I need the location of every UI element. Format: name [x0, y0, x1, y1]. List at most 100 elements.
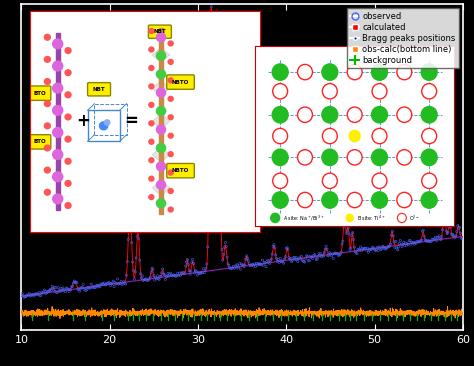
Point: [283, 245, 291, 251]
Point: [441, 222, 449, 228]
Point: [443, 230, 451, 236]
Point: [25, 292, 32, 298]
Point: [54, 289, 61, 295]
Point: [331, 250, 339, 256]
Point: [343, 231, 350, 236]
Point: [213, 174, 220, 180]
Point: [111, 279, 119, 285]
Point: [240, 264, 248, 270]
Point: [143, 277, 151, 283]
Point: [381, 246, 388, 251]
Point: [371, 247, 378, 253]
Point: [300, 258, 308, 264]
Point: [124, 259, 131, 265]
Point: [23, 292, 30, 298]
Point: [254, 262, 261, 268]
Point: [390, 233, 397, 239]
Point: [277, 258, 285, 264]
Point: [260, 259, 268, 265]
Point: [18, 292, 25, 298]
Point: [156, 273, 164, 279]
Point: [48, 283, 56, 289]
Point: [232, 262, 240, 268]
Point: [261, 260, 269, 266]
Point: [46, 288, 54, 294]
Point: [414, 239, 422, 245]
Point: [103, 281, 111, 287]
Point: [248, 262, 255, 268]
Point: [75, 287, 82, 293]
Point: [85, 285, 93, 291]
Point: [102, 281, 110, 287]
Point: [231, 264, 239, 270]
Point: [110, 284, 118, 290]
Point: [339, 238, 346, 244]
Point: [173, 272, 181, 278]
Point: [112, 281, 119, 287]
Point: [413, 238, 421, 244]
Point: [356, 246, 364, 252]
Point: [365, 249, 372, 255]
Point: [207, 38, 214, 44]
Point: [320, 250, 328, 255]
Point: [203, 261, 210, 267]
Point: [211, 225, 219, 231]
Point: [129, 259, 137, 265]
Point: [145, 277, 152, 283]
Point: [385, 244, 392, 250]
Point: [37, 292, 45, 298]
Point: [148, 265, 156, 271]
Point: [225, 262, 233, 268]
Point: [341, 215, 348, 221]
Point: [147, 270, 155, 276]
Point: [108, 281, 115, 287]
Point: [388, 232, 395, 238]
Point: [152, 275, 159, 281]
Point: [305, 257, 312, 263]
Point: [326, 250, 333, 256]
Point: [160, 271, 167, 277]
Point: [125, 212, 133, 217]
Point: [404, 242, 412, 247]
Point: [132, 255, 140, 261]
Point: [424, 237, 431, 243]
Point: [272, 252, 280, 258]
Point: [149, 267, 157, 273]
Point: [251, 261, 258, 267]
Point: [115, 281, 122, 287]
Point: [401, 242, 409, 248]
Point: [221, 244, 228, 250]
Point: [63, 285, 70, 291]
Point: [163, 274, 170, 280]
Point: [307, 254, 315, 260]
Point: [241, 262, 248, 268]
Point: [227, 266, 235, 272]
Point: [65, 288, 73, 294]
Point: [407, 241, 415, 247]
Point: [222, 244, 230, 250]
Point: [284, 247, 292, 253]
Point: [416, 239, 423, 245]
Point: [298, 253, 305, 259]
Point: [140, 277, 148, 283]
Point: [18, 291, 26, 296]
Point: [374, 247, 382, 253]
Point: [71, 278, 78, 284]
Point: [24, 293, 31, 299]
Point: [96, 284, 104, 290]
Point: [433, 238, 440, 243]
Point: [453, 229, 461, 235]
Point: [40, 287, 48, 293]
Point: [387, 241, 394, 247]
Point: [367, 247, 375, 253]
Point: [166, 272, 173, 277]
Point: [253, 261, 260, 266]
Point: [181, 271, 189, 277]
Point: [40, 290, 47, 296]
Point: [49, 286, 57, 292]
Point: [137, 275, 145, 281]
Point: [215, 137, 223, 142]
Point: [92, 284, 100, 290]
Point: [35, 290, 43, 295]
Point: [86, 285, 94, 291]
